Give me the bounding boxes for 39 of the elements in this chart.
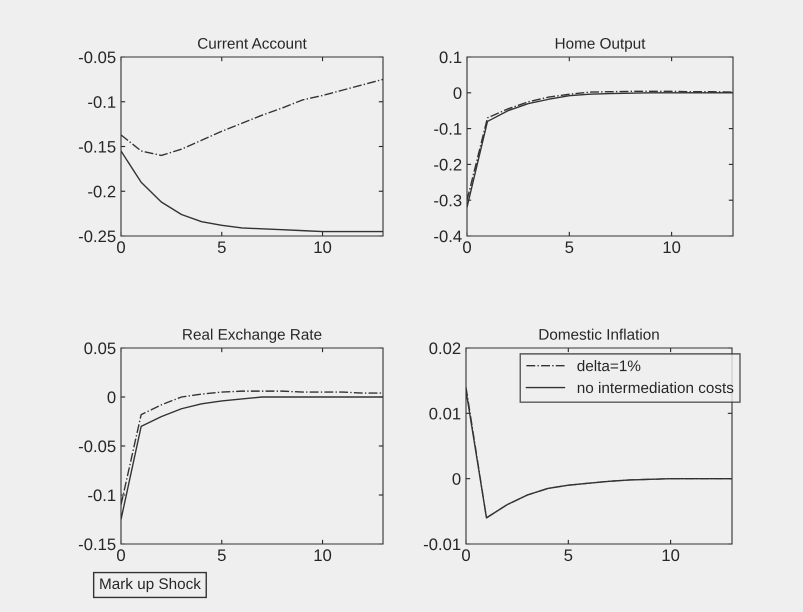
chart-title: Current Account <box>198 38 307 49</box>
y-tick-label: 0.01 <box>429 408 460 420</box>
chart-title: Home Output <box>556 38 646 52</box>
y-tick-label: -0.05 <box>78 51 116 64</box>
y-tick-label: 0 <box>454 87 462 100</box>
y-tick-label: -0.01 <box>424 538 460 550</box>
y-tick-label: -0.2 <box>434 158 462 171</box>
y-tick-label: -0.4 <box>434 230 462 242</box>
y-tick-label: -0.2 <box>88 186 116 198</box>
x-tick-label: 0 <box>463 241 471 254</box>
chart-title: Domestic Inflation <box>540 328 659 340</box>
x-tick-label: 10 <box>664 241 680 254</box>
y-tick-label: -0.25 <box>78 230 116 242</box>
y-tick-label: -0.1 <box>434 123 462 135</box>
y-tick-label: -0.1 <box>88 489 116 502</box>
y-tick-label: 0 <box>108 391 116 404</box>
legend-label: delta=1% <box>577 360 640 372</box>
y-tick-label: 0.05 <box>84 342 116 354</box>
x-tick-label: 0 <box>117 549 125 562</box>
x-tick-label: 10 <box>314 241 332 254</box>
y-tick-label: -0.05 <box>78 440 116 452</box>
y-tick-label: -0.3 <box>434 194 462 206</box>
y-tick-label: -0.1 <box>88 96 116 108</box>
x-tick-label: 5 <box>218 549 226 562</box>
y-tick-label: 0.1 <box>440 51 462 64</box>
y-tick-label: 0.02 <box>429 342 460 354</box>
x-tick-label: 0 <box>462 549 470 562</box>
x-tick-label: 5 <box>564 549 572 562</box>
legend-label: no intermediation costs <box>578 382 734 394</box>
x-tick-label: 10 <box>314 549 332 562</box>
x-tick-label: 5 <box>218 241 226 254</box>
x-tick-label: 10 <box>662 549 680 562</box>
x-tick-label: 5 <box>565 241 574 254</box>
y-tick-label: 0 <box>452 473 460 485</box>
y-tick-label: -0.15 <box>78 538 116 550</box>
text: Mark up Shock <box>100 578 201 592</box>
y-tick-label: -0.15 <box>78 140 116 153</box>
x-tick-label: 0 <box>117 241 125 254</box>
chart-title: Real Exchange Rate <box>183 328 322 343</box>
